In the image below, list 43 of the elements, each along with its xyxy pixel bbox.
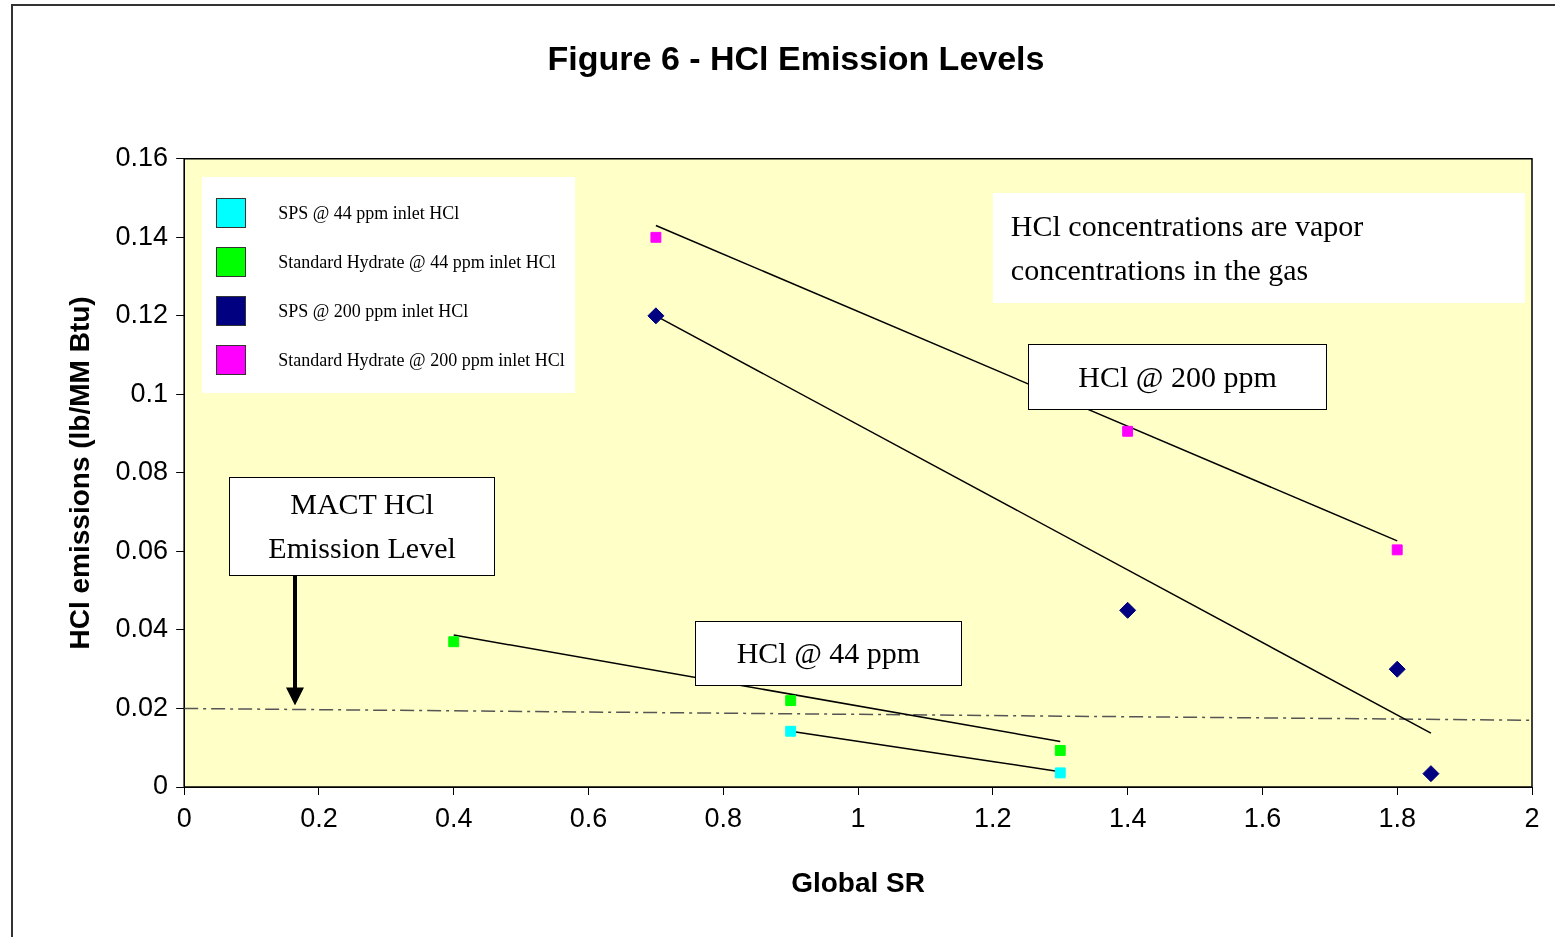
y-tick-label: 0.02 [115,691,169,722]
x-tick-label: 0.8 [704,802,743,833]
text-panel: HCl concentrations are vapor concentrations in the gas [992,193,1526,304]
x-tick-label: 1.6 [1243,802,1282,833]
legend-label: Standard Hydrate @ 200 ppm inlet HCl [278,349,565,371]
point [1122,425,1134,437]
x-tick-label: 0 [176,802,192,833]
point [1422,765,1440,783]
x-tick-label: 1 [850,802,866,833]
point [785,725,797,737]
point [448,636,460,648]
point [1388,660,1406,678]
point [1119,601,1137,619]
y-tick-label: 0.08 [115,456,169,487]
y-tick-label: 0 [153,770,169,801]
y-tick-label: 0.06 [115,534,169,565]
point [650,231,662,243]
x-tick-label: 1.8 [1378,802,1416,833]
point [1054,767,1066,779]
point [1391,544,1403,556]
label-box: MACT HCl Emission Level [228,476,496,576]
x-tick-label: 0.6 [569,802,608,833]
x-tick-label: 0.2 [300,802,338,833]
legend-label: SPS @ 200 ppm inlet HCl [278,300,469,322]
point [647,307,665,325]
x-axis-title: Global SR [791,866,925,898]
y-tick-label: 0.16 [115,142,169,173]
y-axis-title: HCl emissions (lb/MM Btu) [63,296,95,650]
legend-label: Standard Hydrate @ 44 ppm inlet HCl [278,251,556,273]
x-tick-label: 0.4 [434,802,473,833]
label-box: HCl @ 44 ppm [695,620,962,687]
x-tick-label: 2 [1524,802,1540,833]
y-tick-label: 0.04 [115,613,169,644]
y-tick-label: 0.14 [115,220,169,251]
legend-label: SPS @ 44 ppm inlet HCl [278,202,460,224]
x-tick-label: 1.4 [1108,802,1147,833]
point [785,695,797,707]
point [1054,745,1066,756]
chart-title: Figure 6 - HCl Emission Levels [547,38,1045,77]
y-tick-label: 0.1 [130,377,169,408]
y-tick-label: 0.12 [115,299,169,330]
label-box: HCl @ 200 ppm [1027,344,1328,411]
x-tick-label: 1.2 [974,802,1012,833]
